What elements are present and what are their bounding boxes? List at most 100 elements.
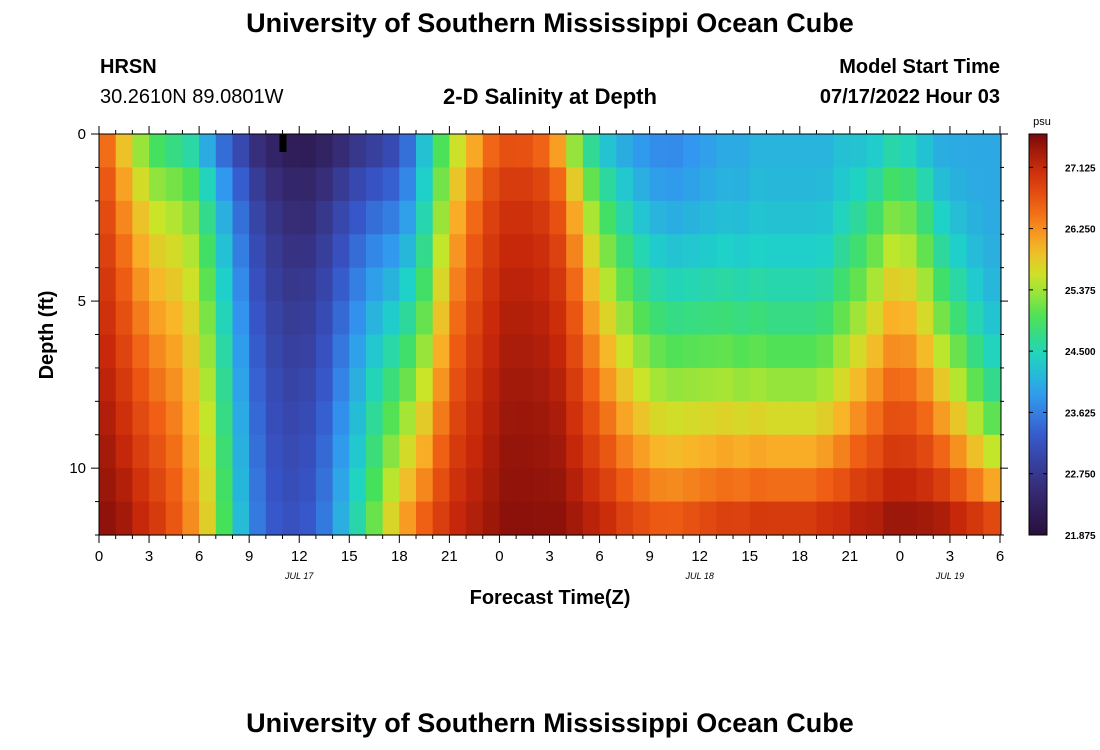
heatmap-cell — [149, 401, 167, 436]
heatmap-cell — [866, 468, 884, 503]
heatmap-cell — [933, 468, 951, 503]
model-start-value: 07/17/2022 Hour 03 — [819, 86, 1000, 108]
heatmap-cell — [182, 200, 200, 235]
heatmap-cell — [833, 200, 851, 235]
heatmap-cell — [165, 301, 184, 336]
heatmap-cell — [799, 200, 818, 235]
heatmap-cell — [866, 200, 884, 235]
heatmap-cell — [215, 200, 234, 235]
heatmap-cell — [716, 301, 734, 336]
x-tick-label: 18 — [791, 548, 808, 565]
heatmap-cell — [849, 167, 868, 202]
heatmap-cell — [582, 267, 601, 302]
heatmap-cell — [332, 267, 350, 302]
heatmap-cell — [466, 301, 484, 336]
heatmap-cell — [232, 367, 250, 402]
heatmap-cell — [215, 367, 234, 402]
heatmap-cell — [716, 134, 734, 169]
heatmap-cell — [833, 134, 851, 169]
heatmap-cell — [833, 234, 851, 269]
heatmap-cell — [783, 167, 801, 202]
heatmap-cell — [532, 267, 551, 302]
heatmap-cell — [616, 468, 634, 503]
x-tick-label: 18 — [391, 548, 408, 565]
heatmap-cell — [632, 401, 651, 436]
heatmap-cell — [482, 267, 501, 302]
heatmap-cell — [783, 334, 801, 369]
heatmap-cell — [682, 468, 701, 503]
heatmap-cell — [516, 301, 534, 336]
heatmap-cell — [883, 367, 901, 402]
heatmap-cell — [432, 334, 450, 369]
heatmap-cell — [766, 401, 784, 436]
heatmap-cell — [349, 167, 367, 202]
heatmap-cell — [499, 234, 517, 269]
heatmap-cell — [215, 501, 234, 536]
heatmap-cell — [149, 234, 167, 269]
heatmap-cell — [833, 434, 851, 469]
heatmap-cell — [933, 434, 951, 469]
heatmap-cell — [866, 367, 884, 402]
heatmap-cell — [733, 334, 751, 369]
heatmap-cell — [115, 134, 133, 169]
heatmap-cell — [666, 468, 684, 503]
x-tick-label: 21 — [841, 548, 858, 565]
heatmap-cell — [282, 334, 300, 369]
heatmap-cell — [616, 301, 634, 336]
heatmap-cell — [883, 167, 901, 202]
heatmap-cell — [299, 501, 317, 536]
heatmap-cell — [966, 334, 984, 369]
heatmap-cell — [632, 334, 651, 369]
heatmap-cell — [649, 401, 667, 436]
heatmap-cell — [799, 401, 818, 436]
heatmap-cell — [666, 434, 684, 469]
heatmap-cell — [449, 267, 467, 302]
heatmap-cell — [399, 401, 417, 436]
heatmap-cell — [516, 167, 534, 202]
heatmap-cell — [849, 234, 868, 269]
heatmap-cell — [616, 401, 634, 436]
colorbar-tick-label: 21.875 — [1065, 531, 1096, 542]
heatmap-cell — [532, 234, 551, 269]
heatmap-cell — [349, 334, 367, 369]
heatmap-cell — [799, 334, 818, 369]
x-tick-label: 6 — [595, 548, 603, 565]
heatmap-cell — [966, 401, 984, 436]
heatmap-cell — [899, 134, 918, 169]
heatmap-cell — [632, 301, 651, 336]
heatmap-cell — [549, 468, 567, 503]
heatmap-cell — [916, 367, 934, 402]
heatmap-cell — [632, 134, 651, 169]
heatmap-cell — [899, 434, 918, 469]
heatmap-cell — [232, 501, 250, 536]
heatmap-cell — [816, 234, 834, 269]
heatmap-cell — [349, 234, 367, 269]
heatmap-cell — [833, 367, 851, 402]
heatmap-cell — [799, 434, 818, 469]
heatmap-cell — [499, 167, 517, 202]
heatmap-cell — [299, 334, 317, 369]
heatmap-cell — [749, 234, 768, 269]
heatmap-cell — [466, 468, 484, 503]
heatmap-cell — [132, 301, 150, 336]
heatmap-cell — [883, 134, 901, 169]
heatmap-cell — [799, 367, 818, 402]
heatmap-cell — [549, 200, 567, 235]
heatmap-cell — [966, 200, 984, 235]
heatmap-cell — [132, 334, 150, 369]
heatmap-cell — [549, 367, 567, 402]
heatmap-cell — [733, 200, 751, 235]
heatmap-cell — [282, 301, 300, 336]
x-tick-label: 6 — [996, 548, 1004, 565]
heatmap-cell — [799, 234, 818, 269]
heatmap-cell — [749, 501, 768, 536]
heatmap-cell — [549, 501, 567, 536]
heatmap-cell — [783, 501, 801, 536]
heatmap-cell — [449, 468, 467, 503]
heatmap-cell — [833, 267, 851, 302]
heatmap-cell — [749, 167, 768, 202]
heatmap-cell — [649, 301, 667, 336]
heatmap-cell — [299, 234, 317, 269]
heatmap-cell — [983, 200, 1001, 235]
heatmap-cell — [749, 468, 768, 503]
